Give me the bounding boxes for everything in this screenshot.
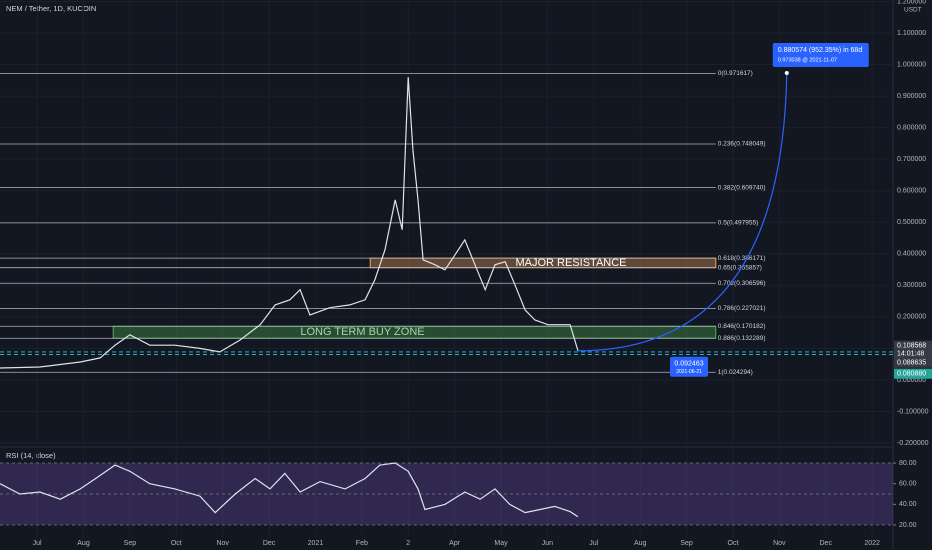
fib-label: 0.5(0.497955) [718,220,758,227]
y-tick-label: 1.100000 [897,30,926,37]
price-tag-label: 0.080880 [897,371,926,378]
projection-box [772,43,869,68]
price-tag-timer: 14:01:48 [897,351,924,358]
price-tag [894,357,932,368]
start-label: 0.092463 [674,361,703,368]
x-tick-label: Oct [171,540,182,547]
x-tick-label: Aug [634,540,647,547]
x-tick-label: Oct [728,540,739,547]
price-tag-label: 0.088635 [897,360,926,367]
fib-label: 0.618(0.386171) [718,255,766,262]
y-tick-label: -0.200000 [897,440,929,447]
x-tick-label: 2 [406,540,410,547]
y-tick-label: 40.00 [899,501,917,508]
zone-label: MAJOR RESISTANCE [515,257,626,269]
y-tick-label: 1.200000 [897,0,926,5]
y-tick-label: 1.000000 [897,61,926,68]
fib-label: 1(0.024294) [718,369,753,376]
y-tick-label: 0.900000 [897,93,926,100]
projection-end [784,71,789,76]
projection-label: 0.973038 @ 2021-11-07 [778,58,837,64]
price-tag-label: 0.108568 [897,343,926,350]
rsi-title: RSI (14, close) [6,451,56,460]
y-tick-label: 0.200000 [897,314,926,321]
x-tick-label: Apr [449,540,461,547]
x-tick-label: Nov [773,540,786,547]
y-tick-label: 60.00 [899,481,917,488]
fib-label: 0.846(0.170182) [718,323,766,330]
y-tick-label: 0.700000 [897,156,926,163]
fib-label: 0(0.971617) [718,70,753,77]
start-label: 2021-06-21 [676,369,702,375]
price-line-series [0,77,579,369]
y-tick-label: 0.000000 [897,377,926,384]
x-tick-label: Jun [542,540,553,547]
y-tick-label: 0.600000 [897,188,926,195]
price-tag [894,340,932,359]
projection [578,73,788,352]
x-tick-label: Sep [124,540,137,547]
y-tick-label: 0.800000 [897,124,926,131]
fib-label: 0.236(0.748049) [718,141,766,148]
x-tick-label: Dec [820,540,833,547]
fib-label: 0.702(0.306596) [718,280,766,287]
fib-label: 0.382(0.609740) [718,184,766,191]
y-tick-label: 80.00 [899,460,917,467]
x-tick-label: Feb [356,540,368,547]
x-tick-label: Sep [680,540,693,547]
fib-label: 0.65(0.355857) [718,264,762,271]
x-tick-label: 2022 [864,540,880,547]
y-tick-label: 0.500000 [897,219,926,226]
y-tick-label: 20.00 [899,522,917,529]
x-tick-label: Dec [263,540,276,547]
x-tick-label: May [494,540,508,547]
x-tick-label: 2021 [308,540,324,547]
unit-label: USDT [904,7,922,14]
x-tick-label: Jul [33,540,42,547]
fib-label: 0.886(0.132289) [718,335,766,342]
y-tick-label: 0.300000 [897,282,926,289]
y-tick-label: -0.100000 [897,408,929,415]
rsi-line [0,462,579,518]
y-tick-label: 0.400000 [897,251,926,258]
chart-title: NEM / Tether, 1D, KUCOIN [6,4,96,13]
x-tick-label: Nov [216,540,229,547]
price-tag [894,368,932,379]
x-tick-label: Aug [77,540,90,547]
x-tick-label: Jul [589,540,598,547]
start-box [670,356,709,377]
fib-label: 0.786(0.227021) [718,305,766,312]
zone-label: LONG TERM BUY ZONE [300,326,424,338]
projection-label: 0.880574 (952.35%) in 68d [778,47,863,54]
